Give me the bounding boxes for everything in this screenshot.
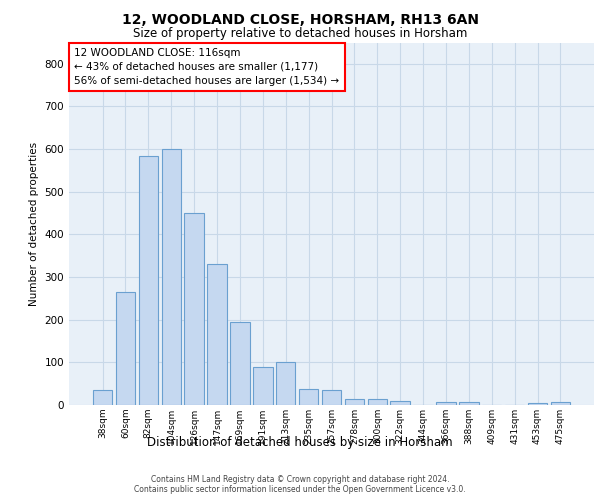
Bar	[184, 213, 204, 405]
Bar	[161, 149, 181, 405]
Text: 12 WOODLAND CLOSE: 116sqm
← 43% of detached houses are smaller (1,177)
56% of se: 12 WOODLAND CLOSE: 116sqm ← 43% of detac…	[74, 48, 340, 86]
Bar	[299, 389, 319, 405]
Bar	[436, 402, 455, 405]
Bar	[551, 402, 570, 405]
Text: 12, WOODLAND CLOSE, HORSHAM, RH13 6AN: 12, WOODLAND CLOSE, HORSHAM, RH13 6AN	[121, 12, 479, 26]
Bar	[116, 292, 135, 405]
Bar	[459, 402, 479, 405]
Bar	[139, 156, 158, 405]
Bar	[322, 390, 341, 405]
Bar	[368, 399, 387, 405]
Bar	[528, 403, 547, 405]
Text: Contains HM Land Registry data © Crown copyright and database right 2024.
Contai: Contains HM Land Registry data © Crown c…	[134, 474, 466, 494]
Bar	[344, 400, 364, 405]
Bar	[253, 368, 272, 405]
Bar	[391, 400, 410, 405]
Text: Size of property relative to detached houses in Horsham: Size of property relative to detached ho…	[133, 28, 467, 40]
Bar	[276, 362, 295, 405]
Bar	[93, 390, 112, 405]
Bar	[230, 322, 250, 405]
Bar	[208, 264, 227, 405]
Text: Distribution of detached houses by size in Horsham: Distribution of detached houses by size …	[147, 436, 453, 449]
Y-axis label: Number of detached properties: Number of detached properties	[29, 142, 39, 306]
